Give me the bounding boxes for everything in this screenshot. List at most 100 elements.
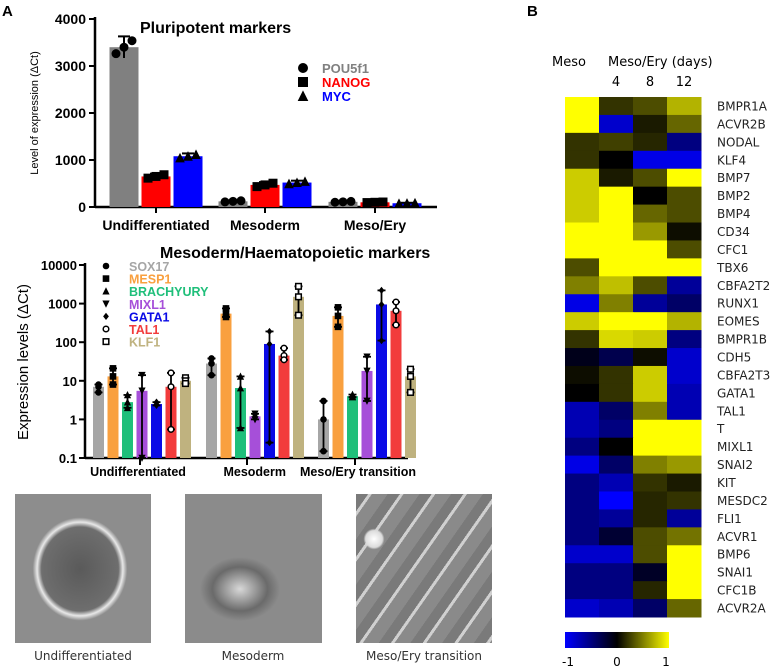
- column-group-label-meso-ery: Meso/Ery (days): [608, 55, 713, 70]
- row-label: EOMES: [717, 315, 760, 329]
- row-label: BMP2: [717, 189, 750, 203]
- bar: [173, 156, 203, 207]
- heatmap-cell: [599, 294, 634, 313]
- data-point: [280, 344, 288, 352]
- row-label: NODAL: [717, 135, 760, 149]
- legend-marker: [102, 300, 110, 308]
- heatmap-cell: [633, 419, 668, 439]
- heatmap-cell: [633, 114, 668, 134]
- heatmap-cell: [633, 455, 668, 475]
- legend-marker: [102, 262, 110, 270]
- heatmap-cell: [633, 186, 668, 206]
- heatmap-cell: [599, 168, 634, 188]
- data-point: [378, 286, 385, 294]
- data-point: [363, 353, 371, 361]
- data-point: [334, 312, 342, 320]
- data-point: [362, 198, 372, 208]
- data-point: [175, 152, 185, 163]
- data-point: [138, 371, 146, 380]
- heatmap-cell: [565, 348, 600, 367]
- heatmap-cell: [667, 599, 702, 618]
- legend-marker: [298, 77, 308, 87]
- data-point: [236, 384, 245, 392]
- heatmap-cell: [633, 545, 668, 564]
- bar: [347, 396, 358, 458]
- legend-label: MIXL1: [129, 298, 166, 312]
- data-point: [280, 356, 288, 364]
- data-point: [251, 416, 259, 424]
- heatmap-cell: [599, 276, 634, 295]
- heatmap-cell: [667, 437, 702, 457]
- row-label: MESDC2: [717, 494, 768, 508]
- bar: [109, 47, 139, 208]
- heatmap-cell: [667, 186, 702, 206]
- heatmap-cell: [599, 383, 634, 403]
- heatmap-cell: [565, 330, 600, 349]
- heatmap-cell: [599, 204, 634, 224]
- data-point: [167, 425, 175, 433]
- data-point: [95, 383, 102, 391]
- heatmap-cell: [565, 258, 600, 277]
- x-tick-label: Meso/Ery: [344, 217, 406, 233]
- data-point: [123, 391, 132, 399]
- heatmap-cell: [565, 150, 600, 170]
- heatmap-cell: [667, 348, 702, 367]
- colorbar-tick-label: 1: [662, 655, 670, 669]
- heatmap-cell: [565, 132, 600, 152]
- heatmap-cell: [633, 383, 668, 403]
- heatmap-cell: [565, 114, 600, 134]
- row-label: BMP7: [717, 171, 750, 185]
- data-point: [266, 439, 273, 447]
- bar: [405, 376, 416, 458]
- data-point: [260, 180, 270, 190]
- data-point: [222, 313, 230, 321]
- data-point: [334, 304, 342, 311]
- heatmap-cell: [667, 365, 702, 385]
- data-point: [392, 321, 400, 329]
- data-point: [268, 178, 278, 188]
- heatmap-cell: [667, 473, 702, 492]
- heatmap-cell: [633, 132, 668, 152]
- column-label: 12: [676, 75, 693, 90]
- heatmap-cell: [633, 150, 668, 170]
- row-label: T: [716, 422, 725, 436]
- heatmap-cell: [599, 150, 634, 170]
- heatmap-cell: [599, 455, 634, 475]
- data-point: [252, 182, 262, 192]
- data-point: [143, 173, 153, 183]
- heatmap-cell: [599, 348, 634, 367]
- micrograph-undifferentiated: [15, 494, 151, 643]
- panel-label-b: B: [527, 3, 538, 20]
- heatmap-cell: [667, 150, 702, 170]
- y-tick-label: 0.1: [59, 451, 77, 466]
- row-label: FLI1: [717, 512, 742, 526]
- bar: [206, 363, 217, 458]
- data-point: [236, 196, 246, 206]
- heatmap-cell: [667, 563, 702, 582]
- heatmap-cell: [599, 222, 634, 241]
- data-point: [300, 176, 310, 186]
- heatmap-cell: [667, 419, 702, 439]
- heatmap-cell: [599, 114, 634, 134]
- data-point: [406, 365, 415, 373]
- data-point: [220, 197, 230, 207]
- row-label: SNAI1: [717, 566, 753, 580]
- heatmap-cell: [633, 581, 668, 600]
- y-tick-label: 1000: [55, 152, 86, 168]
- data-point: [392, 298, 400, 306]
- data-point: [191, 149, 201, 160]
- x-tick-label: Mesoderm: [223, 465, 286, 479]
- caption-meso-ery-transition: Meso/Ery transition: [366, 649, 482, 663]
- heatmap-cell: [565, 365, 600, 385]
- heatmap-cell: [565, 473, 600, 492]
- y-tick-label: 10: [63, 374, 77, 389]
- legend-label: MYC: [322, 89, 352, 104]
- legend-marker: [297, 90, 309, 101]
- data-point: [363, 397, 371, 405]
- data-point: [378, 197, 388, 207]
- legend-label: SOX17: [129, 260, 169, 274]
- row-label: CBFA2T2: [717, 279, 770, 293]
- heatmap-cell: [667, 509, 702, 528]
- data-point: [320, 447, 327, 455]
- heatmap-cell: [633, 599, 668, 618]
